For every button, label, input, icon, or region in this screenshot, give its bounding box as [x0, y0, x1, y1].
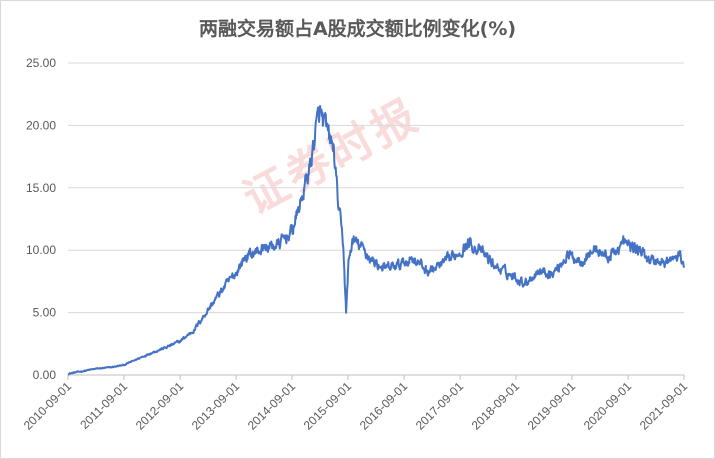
- x-axis-ticks: 2010-09-01 2011-09-01 2012-09-01 2013-09-01…: [21, 379, 691, 433]
- y-tick-label: 25.00: [26, 56, 56, 70]
- y-tick-label: 0.00: [33, 368, 57, 382]
- y-tick-label: 20.00: [26, 118, 56, 132]
- x-tick-label: 2019-09-01: [525, 379, 579, 433]
- x-tick-label: 2018-09-01: [469, 379, 523, 433]
- x-tick-label: 2021-09-01: [637, 379, 691, 433]
- x-tick-label: 2017-09-01: [413, 379, 467, 433]
- y-tick-label: 5.00: [33, 306, 57, 320]
- chart-title: 两融交易额占A股成交额比例变化(%): [198, 18, 517, 40]
- x-tick-label: 2015-09-01: [301, 379, 355, 433]
- series-line: [67, 105, 685, 376]
- x-tick-label: 2011-09-01: [77, 379, 130, 432]
- axes: [67, 374, 685, 380]
- x-tick-label: 2016-09-01: [357, 379, 411, 433]
- y-tick-label: 15.00: [26, 181, 56, 195]
- y-tick-label: 10.00: [26, 243, 56, 257]
- x-tick-label: 2013-09-01: [189, 379, 243, 433]
- x-tick-label: 2020-09-01: [581, 379, 635, 433]
- x-tick-label: 2012-09-01: [133, 379, 187, 433]
- y-axis-ticks: 0.00 5.00 10.00 15.00 20.00 25.00: [26, 56, 56, 382]
- series-layer: [67, 105, 685, 376]
- x-tick-label: 2014-09-01: [245, 379, 299, 433]
- grid-lines: [68, 62, 684, 314]
- x-tick-label: 2010-09-01: [21, 379, 75, 433]
